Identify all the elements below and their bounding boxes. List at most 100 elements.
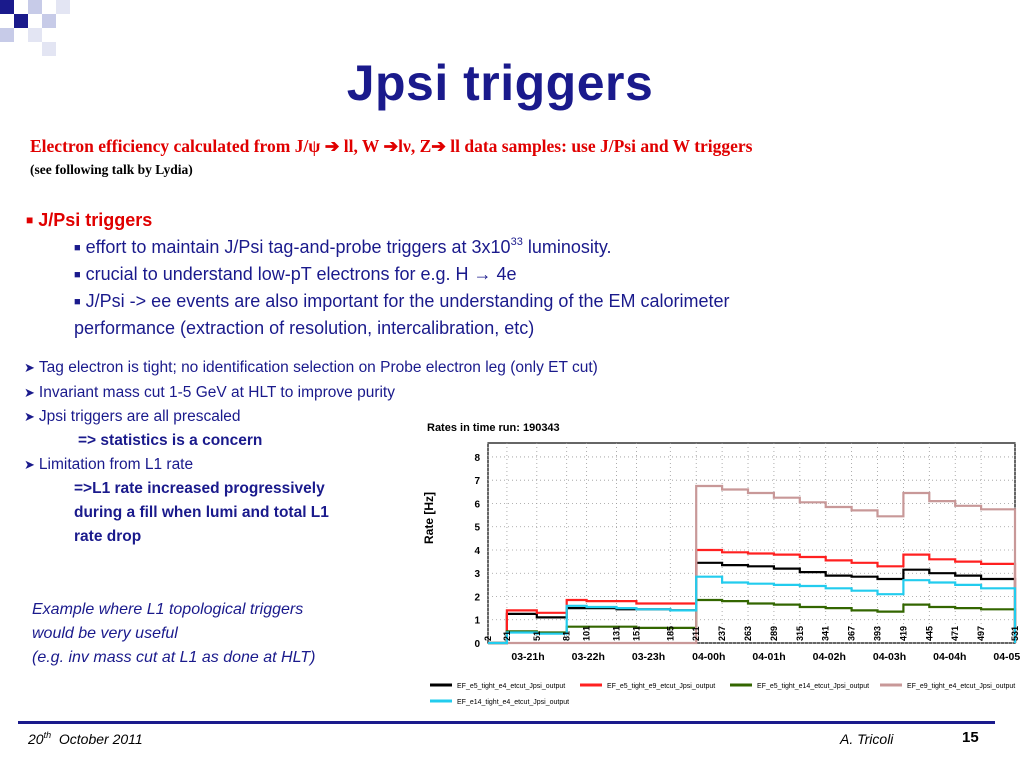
note-line-1: Example where L1 topological triggers: [32, 601, 304, 618]
square-bullet-icon: ■: [74, 296, 81, 308]
lumiblock-label: 263: [743, 626, 753, 641]
y-tick-label: 0: [474, 639, 480, 650]
lumiblock-label: 21: [502, 631, 512, 641]
lumiblock-label: 367: [847, 626, 857, 641]
bullet-3-continued: performance (extraction of resolution, i…: [74, 318, 535, 338]
lumiblock-label: 51: [532, 631, 542, 641]
bullet-1-exponent: 33: [510, 236, 523, 248]
time-tick-label: 04-04h: [933, 651, 966, 663]
footer-date-suffix: th: [43, 730, 52, 740]
lumiblock-label: 101: [582, 626, 592, 641]
lumiblock-label: 341: [821, 626, 831, 641]
legend-label: EF_e5_tight_e9_etcut_Jpsi_output: [607, 683, 715, 690]
chart-ylabel: Rate [Hz]: [422, 492, 436, 544]
time-tick-label: 03-23h: [632, 651, 665, 663]
lumiblock-label: 419: [898, 626, 908, 641]
series-line: [488, 561, 1017, 645]
section-heading-text: J/Psi triggers: [38, 210, 153, 230]
square-bullet-icon: ■: [26, 213, 34, 227]
time-tick-label: 04-00h: [692, 651, 725, 663]
lumiblock-label: 2: [483, 636, 493, 641]
chart-axes: 0 1 2 3 4 5 6 7 8 2 21 51 81 101 131 151 185 211 237 263 289…: [474, 453, 1020, 663]
arrow-bullet-icon: ➤: [24, 385, 35, 400]
lumiblock-label: 315: [795, 626, 805, 641]
time-tick-label: 04-02h: [813, 651, 846, 663]
series-line: [488, 575, 1017, 645]
point-4-sub-line2: during a fill when lumi and total L1: [74, 504, 329, 521]
bullet-1-text-end: luminosity.: [522, 237, 612, 257]
y-tick-label: 8: [474, 453, 480, 464]
y-tick-label: 2: [474, 592, 480, 603]
legend-label: EF_e5_tight_e14_etcut_Jpsi_output: [757, 683, 869, 690]
point-2-text: Invariant mass cut 1-5 GeV at HLT to imp…: [38, 384, 395, 401]
footer-date: 20th October 2011: [28, 730, 143, 748]
footer-date-rest: October 2011: [51, 731, 143, 747]
point-3-sub: => statistics is a concern: [78, 432, 263, 449]
footer-author: A. Tricoli: [840, 731, 894, 747]
plot-area: [487, 442, 1016, 644]
lumiblock-label: 497: [976, 626, 986, 641]
point-4: ➤ Limitation from L1 rate: [24, 456, 193, 474]
bullet-1: ■ effort to maintain J/Psi tag-and-probe…: [74, 237, 612, 258]
bullet-3-text: J/Psi -> ee events are also important fo…: [85, 291, 730, 311]
lumiblock-label: 393: [873, 626, 883, 641]
slide-number: 15: [962, 729, 979, 746]
time-tick-label: 04-03h: [873, 651, 906, 663]
point-1-text: Tag electron is tight; no identification…: [38, 359, 598, 376]
arrow-bullet-icon: ➤: [24, 360, 35, 375]
lumiblock-label: 81: [562, 631, 572, 641]
arrow-bullet-icon: ➤: [24, 409, 35, 424]
point-1: ➤ Tag electron is tight; no identificatio…: [24, 359, 598, 377]
lumiblock-label: 237: [717, 626, 727, 641]
square-bullet-icon: ■: [74, 269, 81, 281]
y-tick-label: 4: [474, 546, 480, 557]
y-tick-label: 5: [474, 523, 480, 534]
slide-logo: [0, 0, 70, 56]
lumiblock-label: 151: [631, 626, 641, 641]
lumiblock-label: 531: [1010, 626, 1020, 641]
slide-subnote: (see following talk by Lydia): [30, 162, 193, 177]
square-bullet-icon: ■: [74, 242, 81, 254]
lumiblock-label: 289: [769, 626, 779, 641]
note-line-3: (e.g. inv mass cut at L1 as done at HLT): [32, 649, 316, 666]
legend-label: EF_e14_tight_e4_etcut_Jpsi_output: [457, 699, 569, 706]
bullet-2: ■ crucial to understand low-pT electrons…: [74, 264, 517, 285]
series-line: [488, 548, 1017, 645]
y-tick-label: 1: [474, 616, 480, 627]
lumiblock-label: 185: [665, 626, 675, 641]
section-heading: ■ J/Psi triggers: [26, 210, 152, 231]
bullet-2-text: crucial to understand low-pT electrons f…: [85, 264, 517, 284]
lumiblock-label: 445: [924, 626, 934, 641]
slide-subtitle: Electron efficiency calculated from J/ψ …: [30, 136, 753, 156]
lumiblock-label: 471: [950, 626, 960, 641]
note-line-2: would be very useful: [32, 625, 178, 642]
lumiblock-label: 211: [691, 626, 701, 641]
point-2: ➤ Invariant mass cut 1-5 GeV at HLT to im…: [24, 384, 395, 402]
time-tick-label: 04-05h: [993, 651, 1020, 663]
bullet-1-text: effort to maintain J/Psi tag-and-probe t…: [85, 237, 511, 257]
y-tick-label: 7: [474, 476, 480, 487]
y-tick-label: 3: [474, 569, 480, 580]
footer-divider: [18, 721, 995, 724]
point-4-text: Limitation from L1 rate: [38, 456, 194, 473]
point-4-sub-line3: rate drop: [74, 528, 142, 545]
time-tick-label: 03-22h: [572, 651, 605, 663]
time-tick-label: 03-21h: [511, 651, 544, 663]
chart-grid: [487, 442, 1016, 644]
point-3-text: Jpsi triggers are all prescaled: [38, 408, 241, 425]
bullet-3: ■ J/Psi -> ee events are also important …: [74, 291, 730, 312]
lumiblock-label: 131: [612, 626, 622, 641]
chart-legend: EF_e5_tight_e4_etcut_Jpsi_output EF_e5_ti…: [430, 683, 1015, 706]
example-note: Example where L1 topological triggers wo…: [32, 598, 315, 670]
series-line: [488, 484, 1017, 645]
arrow-bullet-icon: ➤: [24, 457, 35, 472]
legend-label: EF_e5_tight_e4_etcut_Jpsi_output: [457, 683, 565, 690]
y-tick-label: 6: [474, 499, 480, 510]
series-line: [488, 598, 1017, 645]
legend-label: EF_e9_tight_e4_etcut_Jpsi_output: [907, 683, 1015, 690]
chart-series-group: [488, 484, 1017, 645]
chart-title: Rates in time run: 190343: [427, 422, 560, 434]
point-3: ➤ Jpsi triggers are all prescaled: [24, 408, 241, 426]
footer-date-day: 20: [28, 731, 44, 747]
point-4-sub-line1: =>L1 rate increased progressively: [74, 480, 325, 497]
